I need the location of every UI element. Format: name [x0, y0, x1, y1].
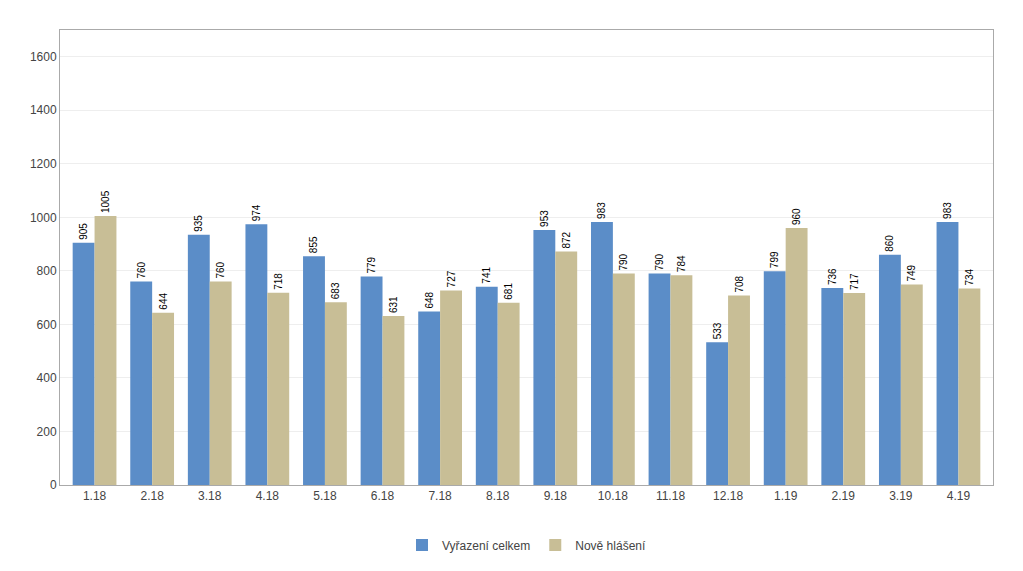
svg-text:4.19: 4.19 — [947, 489, 971, 503]
svg-text:3.19: 3.19 — [889, 489, 913, 503]
svg-text:400: 400 — [37, 371, 57, 385]
svg-text:3.18: 3.18 — [198, 489, 222, 503]
svg-text:790: 790 — [618, 253, 629, 270]
svg-text:200: 200 — [37, 425, 57, 439]
svg-text:1400: 1400 — [30, 103, 57, 117]
svg-text:683: 683 — [330, 282, 341, 299]
svg-text:5.18: 5.18 — [313, 489, 337, 503]
svg-text:734: 734 — [964, 268, 975, 285]
svg-text:855: 855 — [308, 236, 319, 253]
svg-text:741: 741 — [481, 267, 492, 284]
svg-text:681: 681 — [503, 283, 514, 300]
svg-text:4.18: 4.18 — [256, 489, 280, 503]
svg-text:11.18: 11.18 — [656, 489, 685, 503]
svg-text:790: 790 — [654, 253, 665, 270]
svg-text:727: 727 — [446, 270, 457, 287]
svg-text:872: 872 — [561, 231, 572, 248]
svg-text:1600: 1600 — [30, 50, 57, 64]
svg-text:736: 736 — [827, 268, 838, 285]
svg-text:10.18: 10.18 — [598, 489, 628, 503]
svg-text:2.18: 2.18 — [140, 489, 164, 503]
svg-text:1200: 1200 — [30, 157, 57, 171]
svg-text:7.18: 7.18 — [428, 489, 452, 503]
svg-text:2.19: 2.19 — [832, 489, 856, 503]
svg-text:708: 708 — [734, 275, 745, 292]
svg-text:533: 533 — [712, 322, 723, 339]
svg-text:800: 800 — [37, 264, 57, 278]
svg-text:8.18: 8.18 — [486, 489, 510, 503]
svg-text:717: 717 — [849, 273, 860, 290]
svg-text:749: 749 — [906, 264, 917, 281]
svg-text:960: 960 — [791, 208, 802, 225]
svg-text:Nově hlášení: Nově hlášení — [575, 539, 646, 553]
svg-text:760: 760 — [215, 261, 226, 278]
svg-text:799: 799 — [769, 251, 780, 268]
svg-text:974: 974 — [251, 204, 262, 221]
svg-text:935: 935 — [193, 215, 204, 232]
svg-text:983: 983 — [596, 202, 607, 219]
svg-text:0: 0 — [50, 478, 57, 492]
svg-text:644: 644 — [158, 293, 169, 310]
svg-text:Vyřazení celkem: Vyřazení celkem — [442, 539, 530, 553]
svg-text:1.18: 1.18 — [83, 489, 107, 503]
svg-text:784: 784 — [676, 255, 687, 272]
svg-text:953: 953 — [539, 210, 550, 227]
svg-text:600: 600 — [37, 318, 57, 332]
svg-text:905: 905 — [78, 223, 89, 240]
svg-text:1.19: 1.19 — [774, 489, 798, 503]
svg-text:1005: 1005 — [100, 190, 111, 213]
svg-text:1000: 1000 — [30, 211, 57, 225]
svg-text:12.18: 12.18 — [713, 489, 743, 503]
svg-text:9.18: 9.18 — [544, 489, 568, 503]
svg-text:760: 760 — [136, 261, 147, 278]
svg-text:860: 860 — [884, 235, 895, 252]
svg-text:779: 779 — [366, 256, 377, 273]
svg-text:648: 648 — [424, 291, 435, 308]
svg-text:718: 718 — [273, 273, 284, 290]
svg-text:6.18: 6.18 — [371, 489, 395, 503]
svg-text:631: 631 — [388, 296, 399, 313]
svg-text:983: 983 — [942, 202, 953, 219]
